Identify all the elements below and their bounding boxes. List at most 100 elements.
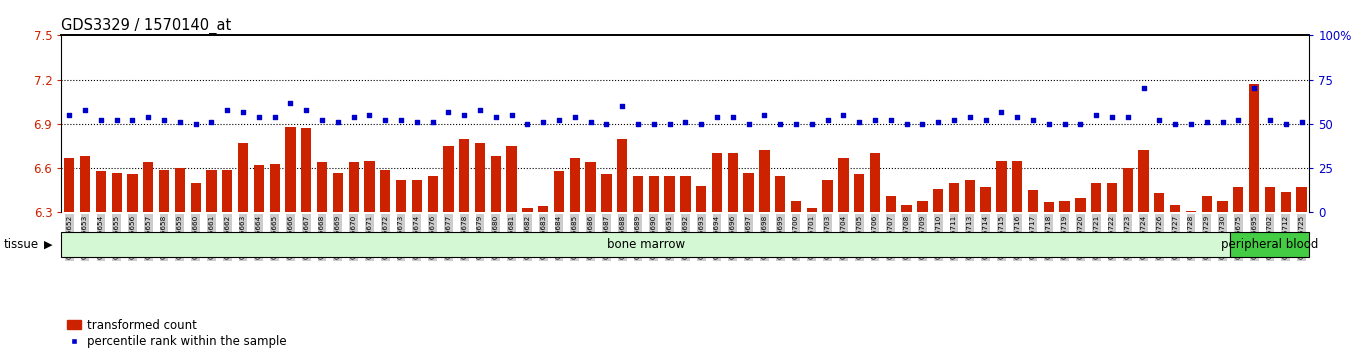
Point xyxy=(296,107,318,113)
Point xyxy=(327,119,349,125)
Bar xyxy=(1230,232,1309,257)
Bar xyxy=(427,176,438,212)
Point xyxy=(769,121,791,127)
Bar xyxy=(996,161,1007,212)
Text: tissue: tissue xyxy=(4,238,40,251)
Bar xyxy=(585,162,596,212)
Point xyxy=(753,112,775,118)
Point xyxy=(153,118,175,123)
Point xyxy=(928,119,949,125)
Point xyxy=(832,112,854,118)
Point xyxy=(486,114,507,120)
Bar xyxy=(285,127,296,212)
Bar xyxy=(664,176,675,212)
Point xyxy=(580,119,602,125)
Bar xyxy=(1091,183,1101,212)
Point xyxy=(786,121,807,127)
Bar xyxy=(333,172,342,212)
Point xyxy=(106,118,128,123)
Bar xyxy=(191,183,201,212)
Point xyxy=(59,112,80,118)
Point xyxy=(848,119,870,125)
Bar xyxy=(1202,196,1211,212)
Bar xyxy=(1060,201,1069,212)
Bar xyxy=(839,158,848,212)
Point xyxy=(184,121,206,127)
Bar xyxy=(649,176,659,212)
Point xyxy=(406,119,428,125)
Point xyxy=(169,119,191,125)
Point xyxy=(138,114,160,120)
Bar xyxy=(1043,202,1054,212)
Point xyxy=(738,121,760,127)
Point xyxy=(1196,119,1218,125)
Bar xyxy=(237,143,248,212)
Point xyxy=(121,118,143,123)
Point xyxy=(548,118,570,123)
Point xyxy=(1053,121,1075,127)
Bar xyxy=(143,162,153,212)
Point xyxy=(501,112,522,118)
Point xyxy=(359,112,381,118)
Text: GDS3329 / 1570140_at: GDS3329 / 1570140_at xyxy=(61,18,232,34)
Bar xyxy=(870,153,880,212)
Point xyxy=(1007,114,1028,120)
Bar xyxy=(681,176,690,212)
Point xyxy=(611,103,633,109)
Point xyxy=(280,100,301,105)
Bar xyxy=(1218,201,1228,212)
Bar xyxy=(1028,190,1038,212)
Bar xyxy=(127,174,138,212)
Legend: transformed count, percentile rank within the sample: transformed count, percentile rank withi… xyxy=(67,319,286,348)
Bar xyxy=(175,168,186,212)
Point xyxy=(1101,114,1123,120)
Bar xyxy=(1075,198,1086,212)
Bar xyxy=(933,189,944,212)
Point xyxy=(707,114,728,120)
Bar xyxy=(160,170,169,212)
Bar xyxy=(917,201,928,212)
Bar xyxy=(949,183,959,212)
Point xyxy=(911,121,933,127)
Bar xyxy=(1154,193,1165,212)
Bar xyxy=(633,176,644,212)
Point xyxy=(1165,121,1187,127)
Bar xyxy=(602,174,611,212)
Bar xyxy=(775,176,786,212)
Point xyxy=(627,121,649,127)
Point xyxy=(248,114,270,120)
Point xyxy=(263,114,285,120)
Point xyxy=(517,121,539,127)
Bar xyxy=(822,180,833,212)
Point xyxy=(1180,121,1202,127)
Bar xyxy=(791,201,801,212)
Point xyxy=(1022,118,1043,123)
Bar xyxy=(460,139,469,212)
Bar xyxy=(854,174,865,212)
Point xyxy=(642,121,664,127)
Bar xyxy=(112,172,121,212)
Bar xyxy=(1139,150,1148,212)
Point xyxy=(453,112,475,118)
Point xyxy=(342,114,364,120)
Bar xyxy=(475,143,486,212)
Bar xyxy=(301,128,311,212)
Bar xyxy=(806,208,817,212)
Point xyxy=(1259,118,1281,123)
Bar xyxy=(381,170,390,212)
Bar xyxy=(743,172,754,212)
Point xyxy=(232,109,254,114)
Bar xyxy=(443,146,454,212)
Point xyxy=(217,107,239,113)
Point xyxy=(469,107,491,113)
Bar xyxy=(1012,161,1022,212)
Point xyxy=(863,118,885,123)
Point xyxy=(722,114,743,120)
Text: bone marrow: bone marrow xyxy=(607,238,685,251)
Bar xyxy=(1264,187,1275,212)
Bar xyxy=(1185,211,1196,212)
Bar xyxy=(349,162,359,212)
Bar xyxy=(1281,192,1290,212)
Bar xyxy=(1123,168,1133,212)
Point xyxy=(201,119,222,125)
